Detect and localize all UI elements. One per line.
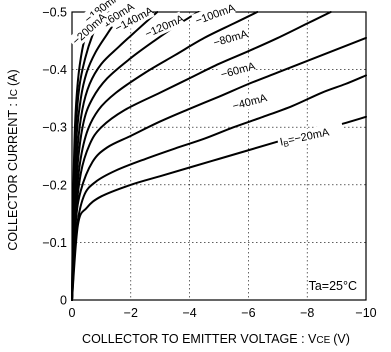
curve-4 (71, 11, 259, 301)
y-tick-label: 0 (60, 294, 67, 308)
y-tick-label: −0.5 (42, 6, 67, 20)
curve-label-bg (79, 0, 122, 28)
curve-label-bg (191, 0, 236, 29)
curve-label-bg (92, 0, 136, 35)
y-tick-label: −0.1 (42, 236, 67, 250)
y-axis-label: COLLECTOR CURRENT : IC (A) (6, 69, 20, 250)
x-tick-label: −2 (124, 306, 138, 320)
curve-label-bg (110, 3, 155, 36)
curve-label-bg (67, 10, 109, 49)
curve-label-bg (217, 58, 256, 82)
y-tick-label: −0.3 (42, 121, 67, 135)
x-axis-label-sub: CE (316, 335, 330, 346)
x-axis-label-unit: (V) (333, 332, 350, 346)
y-tick-labels: 0 −0.1 −0.2 −0.3 −0.4 −0.5 (42, 6, 67, 308)
y-axis-label-unit: (A) (6, 69, 20, 86)
x-tick-label: 0 (69, 306, 76, 320)
y-axis-label-sub: C (9, 89, 20, 96)
curve-label-bg (228, 90, 268, 114)
x-tick-label: −6 (241, 306, 255, 320)
curve-label-bg (140, 11, 186, 42)
curve-2 (71, 36, 367, 301)
x-axis-label-main: COLLECTOR TO EMITTER VOLTAGE : V (82, 332, 317, 346)
y-tick-label: −0.2 (42, 178, 67, 192)
curve-label-name: I (279, 136, 284, 148)
curve-1 (71, 74, 367, 301)
y-tick-label: −0.4 (42, 63, 67, 77)
x-tick-labels: 0 −2 −4 −6 −8 −10 (69, 306, 377, 320)
x-axis-label: COLLECTOR TO EMITTER VOLTAGE : VCE (V) (82, 332, 350, 346)
curve-label-sub: B (283, 139, 290, 149)
curve-3 (71, 11, 332, 301)
curve-label-bg (209, 26, 249, 50)
x-tick-label: −8 (300, 306, 314, 320)
x-tick-label: −4 (182, 306, 196, 320)
curve-label-bg (276, 121, 345, 149)
y-axis-label-main: COLLECTOR CURRENT : I (6, 96, 20, 250)
temperature-annotation: Ta=25°C (309, 279, 357, 293)
x-tick-label: −10 (355, 306, 376, 320)
